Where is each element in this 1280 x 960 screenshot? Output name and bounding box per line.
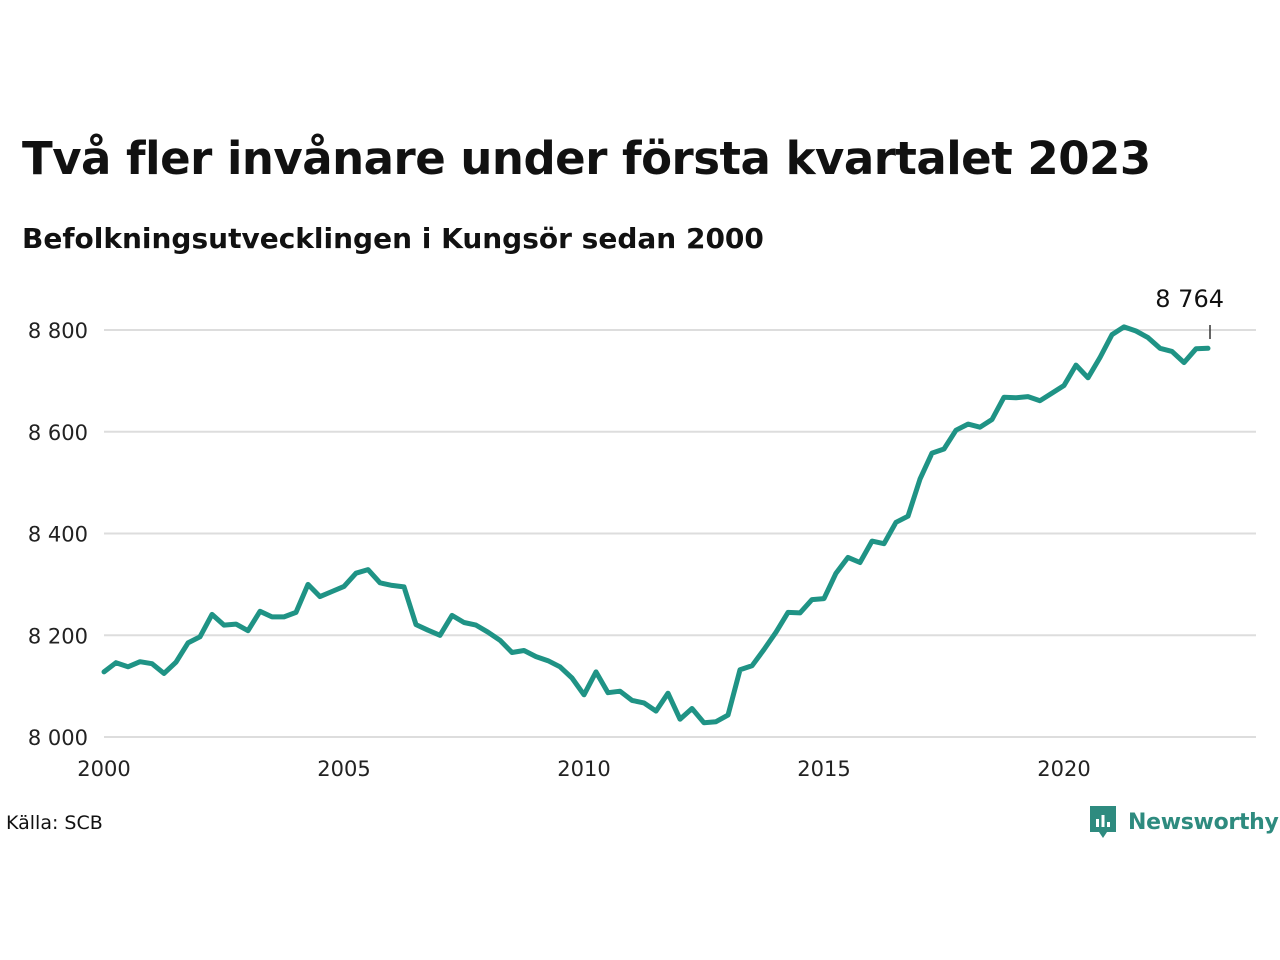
y-tick-label: 8 000 <box>28 726 88 750</box>
source-credit: Källa: SCB <box>6 812 103 834</box>
y-tick-label: 8 600 <box>28 421 88 445</box>
newsworthy-logo-icon <box>1090 806 1116 838</box>
gridlines <box>104 329 1256 738</box>
series-lines <box>101 324 1211 726</box>
x-tick-label: 2000 <box>77 757 130 781</box>
y-axis-ticks: 8 000 8 200 8 400 8 600 8 800 <box>28 319 88 750</box>
x-tick-label: 2005 <box>317 757 370 781</box>
annotation-label: 8 764 <box>1155 285 1224 313</box>
x-tick-label: 2010 <box>557 757 610 781</box>
annotations: 8 764 <box>1155 285 1224 339</box>
brand-logo: Newsworthy <box>1088 804 1279 840</box>
x-tick-label: 2015 <box>797 757 850 781</box>
brand-name: Newsworthy <box>1128 809 1279 835</box>
y-tick-label: 8 800 <box>28 319 88 343</box>
x-axis-ticks: 2000 2005 2010 2015 2020 <box>77 757 1090 781</box>
series-line <box>101 324 1211 726</box>
y-tick-label: 8 400 <box>28 523 88 547</box>
y-tick-label: 8 200 <box>28 624 88 648</box>
chart-subtitle: Befolkningsutvecklingen i Kungsör sedan … <box>22 222 764 255</box>
x-tick-label: 2020 <box>1037 757 1090 781</box>
chart-title: Två fler invånare under första kvartalet… <box>22 132 1151 185</box>
